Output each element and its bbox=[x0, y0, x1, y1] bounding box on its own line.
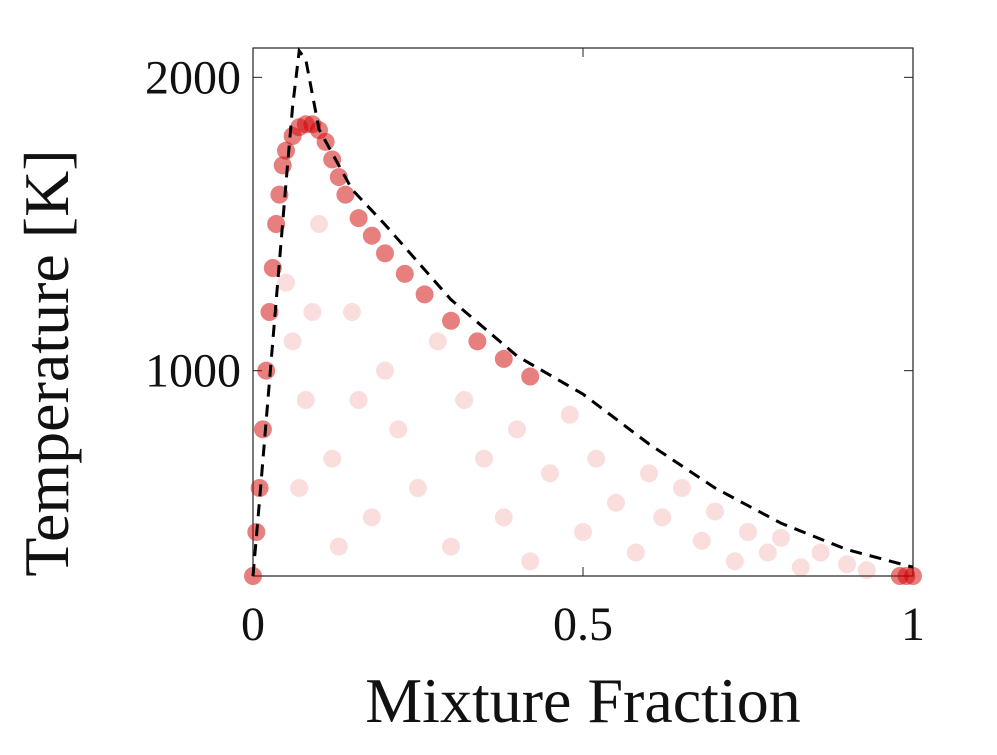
scatter-point bbox=[653, 508, 672, 527]
scatter-point bbox=[329, 537, 348, 556]
scatter-point bbox=[673, 479, 691, 497]
scatter-point bbox=[692, 531, 711, 550]
scatter-point bbox=[376, 244, 394, 263]
scatter-point bbox=[349, 391, 368, 409]
scatter-point bbox=[415, 285, 434, 304]
scatter-point bbox=[336, 185, 355, 204]
line-series bbox=[251, 47, 914, 577]
scatter-point bbox=[277, 273, 295, 292]
scatter-point bbox=[811, 543, 830, 562]
scatter-point bbox=[267, 215, 286, 233]
x-tick-label: 1 bbox=[901, 598, 925, 651]
scatter-point bbox=[541, 464, 559, 483]
scatter-point bbox=[376, 361, 394, 380]
scatter-point bbox=[626, 543, 645, 562]
scatter-point bbox=[494, 349, 513, 368]
scatter-point bbox=[739, 523, 757, 541]
scatter-point bbox=[349, 209, 368, 228]
scatter-point bbox=[442, 311, 460, 330]
scatter-point bbox=[395, 264, 414, 283]
scatter-point bbox=[442, 537, 460, 556]
x-tick-label: 0 bbox=[241, 598, 265, 651]
scatter-point bbox=[310, 215, 328, 233]
y-tick-label: 2000 bbox=[145, 51, 241, 104]
scatter-point bbox=[791, 558, 810, 577]
scatter-point bbox=[772, 528, 790, 547]
scatter-point bbox=[283, 332, 302, 351]
scatter-point bbox=[587, 449, 606, 468]
scatter-point bbox=[521, 552, 540, 571]
scatter-point bbox=[521, 367, 540, 386]
y-tick-label: 1000 bbox=[145, 345, 241, 398]
x-tick-label: 0.5 bbox=[553, 598, 613, 651]
scatter-point bbox=[409, 479, 427, 497]
scatter-point bbox=[904, 567, 922, 585]
y-axis-label: Temperature [K] bbox=[11, 149, 82, 576]
scatter-point bbox=[323, 449, 342, 468]
x-axis-label: Mixture Fraction bbox=[365, 665, 800, 736]
scatter-point bbox=[428, 332, 447, 351]
scatter-point bbox=[607, 493, 625, 512]
scatter-point bbox=[362, 226, 381, 245]
scatter-point bbox=[303, 303, 322, 321]
scatter-point bbox=[296, 391, 315, 409]
scatter-point bbox=[560, 405, 579, 424]
scatter-point bbox=[725, 552, 744, 571]
scatter-point bbox=[838, 555, 856, 574]
scatter-point bbox=[455, 391, 474, 409]
scatter-point bbox=[508, 420, 526, 439]
scatter-point bbox=[343, 303, 361, 321]
scatter-point bbox=[253, 420, 272, 439]
scatter-point bbox=[494, 508, 513, 527]
scatter-point bbox=[640, 464, 658, 483]
scatter-point bbox=[389, 420, 408, 439]
scatter-point bbox=[468, 332, 487, 351]
scatter-point bbox=[257, 361, 276, 380]
scatter-point bbox=[706, 502, 724, 521]
scatter-point bbox=[574, 523, 592, 541]
scatter-point bbox=[290, 479, 309, 497]
scatter-point bbox=[329, 168, 348, 187]
scatter-point bbox=[857, 561, 876, 580]
scatter-point bbox=[475, 449, 493, 468]
scatter-point bbox=[758, 543, 777, 562]
scatter-point bbox=[362, 508, 381, 527]
